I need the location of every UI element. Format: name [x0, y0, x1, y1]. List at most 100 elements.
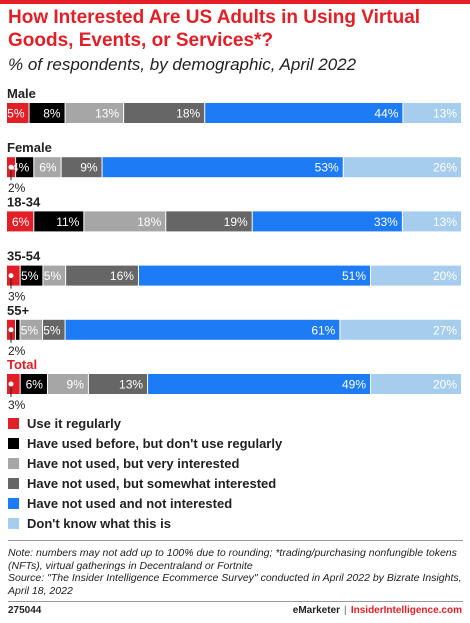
bar-value-label: 9% — [67, 378, 85, 392]
legend-item: Have used before, but don't use regularl… — [8, 433, 282, 453]
bar-segment — [205, 103, 403, 123]
legend-swatch — [8, 477, 19, 489]
bar-value-label: 13% — [95, 107, 119, 121]
callout-dot — [8, 273, 14, 279]
callout-label: 3% — [8, 290, 26, 304]
bar-value-label: 20% — [433, 378, 457, 392]
callout-label: 2% — [8, 181, 26, 195]
bar-row-55-: 55+ 2% 5% 5% 61% 27% — [7, 303, 461, 358]
bar-value-label: 49% — [342, 378, 366, 392]
bar-value-label: 20% — [433, 269, 457, 283]
chart-title: How Interested Are US Adults in Using Vi… — [8, 7, 421, 51]
bar-value-label: 61% — [311, 323, 335, 337]
note-text: Note: numbers may not add up to 100% due… — [8, 547, 457, 572]
bar-row-18-34: 18-34 6% 11% 18% 19% 33% 13% — [7, 194, 461, 232]
bar-value-label: 27% — [433, 323, 457, 337]
bar-value-label: 53% — [315, 161, 339, 175]
bar-value-label: 11% — [56, 215, 79, 229]
callout-dot — [8, 381, 14, 387]
bar-row-male: Male 5% 8% 13% 18% 44% 13% — [7, 86, 461, 123]
bar-segment — [340, 319, 461, 340]
bar-segment — [166, 211, 252, 232]
bar-value-label: 18% — [137, 215, 161, 229]
bar-segment — [102, 157, 343, 178]
bar-value-label: 19% — [224, 215, 248, 229]
legend-label: Don't know what this is — [27, 515, 171, 531]
category-label: Male — [7, 86, 36, 101]
bar-value-label: 51% — [342, 269, 366, 283]
legend-label: Have not used and not interested — [27, 495, 233, 511]
category-label: Total — [7, 357, 37, 372]
bar-value-label: 5% — [7, 107, 25, 121]
bar-value-label: 5% — [21, 269, 39, 283]
bar-value-label: 13% — [433, 215, 457, 229]
bar-segment — [402, 211, 461, 232]
category-label: 55+ — [7, 303, 29, 318]
legend-label: Use it regularly — [27, 415, 121, 431]
bar-value-label: 6% — [26, 378, 44, 392]
bar-segment — [16, 319, 20, 340]
divider-bottom — [8, 601, 463, 602]
callout-label: 2% — [8, 344, 26, 358]
legend-label: Have not used, but very interested — [27, 455, 240, 471]
bar-segment — [124, 103, 205, 123]
bar-segment — [34, 157, 61, 178]
legend-item: Have not used, but somewhat interested — [8, 473, 282, 493]
top-accent-bar — [0, 0, 470, 4]
category-label: 18-34 — [7, 194, 41, 209]
bar-segment — [252, 211, 402, 232]
bar-segment — [7, 211, 34, 232]
chart-subtitle: % of respondents, by demographic, April … — [8, 55, 357, 74]
legend-swatch — [8, 457, 19, 469]
legend-item: Have not used and not interested — [8, 493, 282, 513]
bar-value-label: 5% — [21, 323, 39, 337]
bar-segment — [403, 103, 461, 123]
bar-value-label: 16% — [110, 269, 134, 283]
bar-segment — [29, 103, 65, 123]
bar-segment — [16, 157, 34, 178]
bar-segment — [20, 319, 43, 340]
bar-row-35-54: 35-54 3% 5% 5% 16% 51% 20% — [7, 249, 461, 304]
brand-insider: InsiderIntelligence.com — [350, 605, 462, 616]
bar-segment — [371, 374, 461, 394]
category-label: Female — [7, 140, 52, 155]
bar-segment — [148, 374, 370, 394]
callout-dot — [8, 164, 14, 170]
bar-value-label: 8% — [43, 107, 61, 121]
bar-segment — [66, 265, 138, 286]
bar-value-label: 26% — [433, 161, 457, 175]
source-text: Source: "The Insider Intelligence Ecomme… — [8, 572, 462, 597]
bar-segment — [371, 265, 461, 286]
legend-swatch — [8, 517, 19, 529]
bar-value-label: 6% — [12, 215, 30, 229]
bar-segment — [84, 211, 166, 232]
bar-value-label: 13% — [119, 378, 143, 392]
bar-value-label: 44% — [374, 107, 398, 121]
callout-label: 3% — [8, 398, 26, 409]
bar-value-label: 4% — [12, 161, 30, 175]
legend-swatch — [8, 437, 19, 449]
bar-value-label: 5% — [43, 323, 61, 337]
legend-item: Use it regularly — [8, 413, 282, 433]
category-label: 35-54 — [7, 249, 41, 264]
chart-legend: Use it regularly Have used before, but do… — [8, 413, 282, 533]
bar-segment — [65, 319, 340, 340]
bar-segment — [343, 157, 461, 178]
legend-item: Have not used, but very interested — [8, 453, 282, 473]
divider-top — [8, 540, 463, 541]
bar-segment — [20, 265, 43, 286]
footer-brand: eMarketer | InsiderIntelligence.com — [293, 605, 462, 616]
bar-segment — [65, 103, 124, 123]
bar-value-label: 13% — [433, 107, 457, 121]
bar-segment — [88, 374, 148, 394]
bar-value-label: 9% — [80, 161, 98, 175]
bar-segment — [47, 374, 88, 394]
brand-emarketer: eMarketer — [292, 605, 341, 616]
bar-segment — [7, 103, 29, 123]
legend-item: Don't know what this is — [8, 513, 282, 533]
brand-separator: | — [344, 605, 347, 616]
legend-label: Have used before, but don't use regularl… — [27, 435, 283, 451]
bar-segment — [43, 319, 65, 340]
stacked-bar-chart: Male 5% 8% 13% 18% 44% 13% Female 2% 4% 6% 9% 53% 26%… — [7, 86, 461, 409]
bar-segment — [20, 374, 47, 394]
